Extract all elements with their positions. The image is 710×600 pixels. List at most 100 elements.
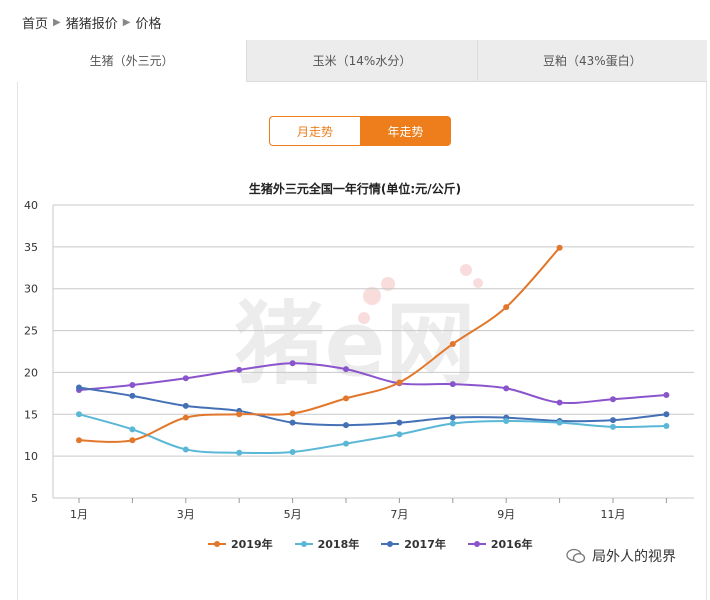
data-point xyxy=(556,399,563,406)
legend-item-2018[interactable]: 2018年 xyxy=(294,536,360,552)
series-line-3 xyxy=(78,362,667,404)
legend-item-2019[interactable]: 2019年 xyxy=(208,536,273,552)
breadcrumb-separator-icon: ▶ xyxy=(53,17,61,28)
commodity-tabs: 生猪（外三元） 玉米（14%水分） 豆粕（43%蛋白） xyxy=(17,40,707,82)
y-tick-label: 10 xyxy=(24,450,38,463)
data-point xyxy=(236,449,243,456)
series-line-0 xyxy=(78,247,561,443)
breadcrumb-current: 价格 xyxy=(135,17,162,32)
data-point xyxy=(343,395,349,402)
data-point xyxy=(76,384,82,391)
data-point xyxy=(503,304,510,311)
watermark-dot xyxy=(381,277,395,291)
data-point xyxy=(396,419,403,426)
data-point xyxy=(610,396,616,403)
chart-legend: 2019年 2018年 2017年 2016年 xyxy=(208,536,555,552)
data-point xyxy=(663,423,670,430)
data-point xyxy=(449,340,456,347)
legend-label-2016: 2016年 xyxy=(490,538,533,551)
y-tick-label: 25 xyxy=(24,325,38,338)
watermark-dot xyxy=(363,287,381,305)
wechat-icon xyxy=(566,548,586,563)
data-point xyxy=(503,417,510,424)
data-point xyxy=(396,431,403,438)
tab-soymeal[interactable]: 豆粕（43%蛋白） xyxy=(476,40,707,82)
y-tick-label: 15 xyxy=(24,408,38,421)
legend-swatch-2016 xyxy=(467,539,486,549)
watermark-dot xyxy=(460,264,472,276)
breadcrumb-section-link[interactable]: 猪猪报价 xyxy=(65,17,118,32)
data-point xyxy=(289,410,296,417)
data-point xyxy=(129,426,136,433)
legend-label-2017: 2017年 xyxy=(404,538,446,551)
tab-hog[interactable]: 生猪（外三元） xyxy=(17,40,247,82)
data-point xyxy=(663,392,670,399)
y-tick-label: 35 xyxy=(24,241,38,254)
data-point xyxy=(236,411,243,418)
chart-grid xyxy=(53,204,694,499)
data-point xyxy=(236,366,243,373)
legend-swatch-2017 xyxy=(381,539,400,549)
breadcrumb-separator-icon: ▶ xyxy=(122,17,131,28)
data-point xyxy=(663,411,670,418)
tab-corn[interactable]: 玉米（14%水分） xyxy=(246,40,477,82)
y-tick-label: 40 xyxy=(24,199,38,212)
chart-series xyxy=(76,244,670,456)
y-tick-label: 5 xyxy=(31,492,38,505)
data-point xyxy=(76,411,82,418)
data-point xyxy=(182,402,189,409)
data-point xyxy=(503,385,510,392)
data-point xyxy=(556,419,563,426)
breadcrumb-home-link[interactable]: 首页 xyxy=(22,17,49,32)
data-point xyxy=(343,440,349,447)
data-point xyxy=(76,437,82,444)
data-point xyxy=(610,417,616,424)
data-point xyxy=(449,381,456,388)
data-point xyxy=(182,375,189,382)
breadcrumb: 首页 ▶ 猪猪报价 ▶ 价格 xyxy=(22,13,161,32)
y-tick-label: 30 xyxy=(24,283,38,296)
legend-item-2017[interactable]: 2017年 xyxy=(381,536,446,552)
data-point xyxy=(129,381,136,388)
data-point xyxy=(289,448,296,455)
data-point xyxy=(449,414,456,421)
x-tick-label: 3月 xyxy=(177,508,195,521)
data-point xyxy=(556,244,563,251)
data-point xyxy=(182,414,189,421)
data-point xyxy=(289,360,296,367)
chart-axes: 5 10 15 20 25 30 35 40 1月 3月 5月 7月 9月 11月 xyxy=(24,199,667,521)
legend-label-2018: 2018年 xyxy=(317,538,360,551)
watermark-logo: 猪e网 xyxy=(234,264,483,397)
x-tick-label: 5月 xyxy=(284,508,302,521)
x-tick-label: 1月 xyxy=(70,508,88,521)
price-line-chart: 猪e网 5 10 15 20 25 30 35 40 1月 3月 5月 7月 9月 11月 xyxy=(24,199,694,521)
account-watermark: 局外人的视界 xyxy=(566,546,676,566)
data-point xyxy=(396,379,403,386)
watermark-dot xyxy=(473,278,483,288)
data-point xyxy=(289,419,296,426)
monthly-trend-button[interactable]: 月走势 xyxy=(269,116,360,146)
account-name: 局外人的视界 xyxy=(592,549,676,565)
data-point xyxy=(129,437,136,444)
x-tick-label: 9月 xyxy=(497,508,515,521)
yearly-trend-button[interactable]: 年走势 xyxy=(360,116,451,146)
legend-swatch-2019 xyxy=(208,539,226,549)
data-point xyxy=(449,420,456,427)
data-point xyxy=(610,423,616,430)
data-point xyxy=(182,446,189,453)
watermark-text: 猪e网 xyxy=(234,292,475,397)
chart-title: 生猪外三元全国一年行情(单位:元/公斤) xyxy=(248,182,462,196)
x-tick-label: 7月 xyxy=(390,508,408,521)
data-point xyxy=(343,422,349,429)
legend-label-2019: 2019年 xyxy=(231,538,273,551)
series-line-1 xyxy=(78,413,667,455)
trend-toggle: 月走势 年走势 xyxy=(269,116,451,146)
data-point xyxy=(129,392,136,399)
series-line-2 xyxy=(78,386,667,427)
data-point xyxy=(343,366,349,373)
x-tick-label: 11月 xyxy=(601,508,626,521)
legend-swatch-2018 xyxy=(294,539,313,549)
y-tick-label: 20 xyxy=(24,366,38,379)
watermark-dot xyxy=(358,312,370,324)
legend-item-2016[interactable]: 2016年 xyxy=(467,536,533,552)
